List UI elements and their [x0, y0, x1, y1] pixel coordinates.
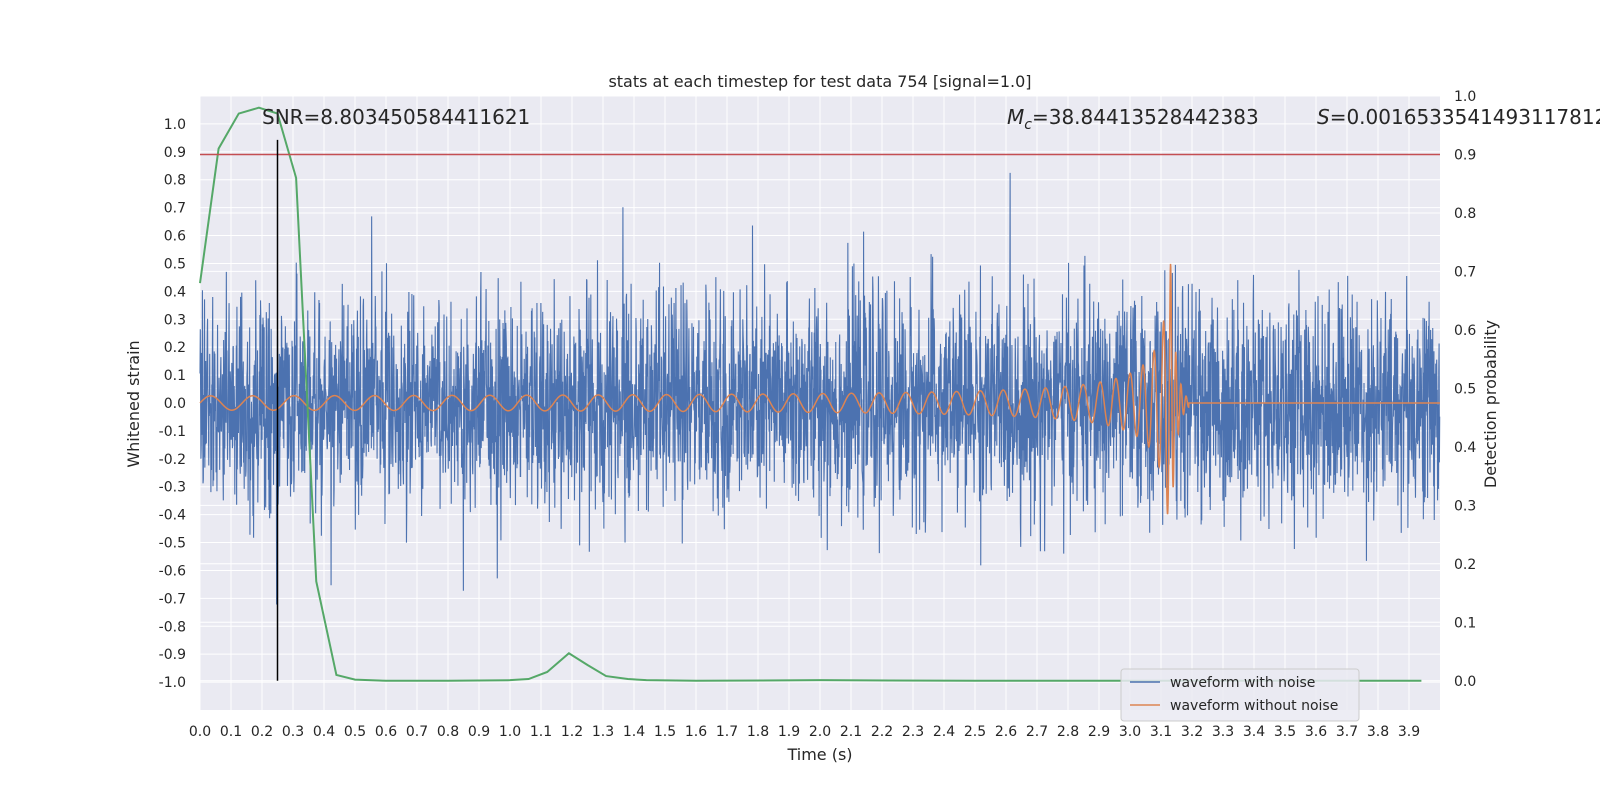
- y2-axis-ticks: 1.0 0.9 0.8 0.7 0.6 0.5 0.4 0.3 0.2 0.1 0.0: [1454, 89, 1476, 690]
- x-tick-label: 2.7: [1026, 724, 1048, 740]
- series-detection-probability: [199, 106, 1422, 682]
- x-tick-label: 2.0: [809, 724, 831, 740]
- y2-tick-label: 0.6: [1454, 323, 1476, 339]
- x-tick-label: 3.5: [1274, 724, 1296, 740]
- noise-trace: [199, 172, 1441, 605]
- series-waveform-with-noise: [199, 172, 1441, 605]
- legend-label-noise: waveform with noise: [1170, 675, 1315, 691]
- y-tick-label: -0.2: [159, 452, 186, 468]
- y-tick-label: 0.5: [164, 256, 186, 272]
- y2-tick-label: 0.3: [1454, 498, 1476, 514]
- y-tick-label: 0.4: [164, 284, 186, 300]
- chirp-mass-value: =38.84413528442383: [1032, 105, 1259, 129]
- x-axis-label: Time (s): [786, 745, 852, 764]
- chart-title: stats at each timestep for test data 754…: [608, 72, 1031, 91]
- x-axis-ticks: 0.0 0.1 0.2 0.3 0.4 0.5 0.6 0.7 0.8 0.9 1.0 1.1 1.2 1…: [189, 724, 1420, 740]
- y-tick-label: 0.6: [164, 229, 186, 245]
- y2-tick-label: 0.0: [1454, 674, 1476, 690]
- x-tick-label: 3.1: [1150, 724, 1172, 740]
- x-tick-label: 0.3: [282, 724, 304, 740]
- y2-tick-label: 0.1: [1454, 615, 1476, 631]
- y-tick-label: -1.0: [159, 675, 186, 691]
- y-tick-label: 0.9: [164, 145, 186, 161]
- legend-box: [1120, 668, 1360, 722]
- y2-tick-label: 0.5: [1454, 381, 1476, 397]
- y-tick-label: -0.6: [159, 563, 186, 579]
- y-tick-label: -0.3: [159, 480, 186, 496]
- x-tick-label: 2.6: [995, 724, 1017, 740]
- y2-tick-label: 0.2: [1454, 557, 1476, 573]
- s-annotation: S=0.0016533541493117812: [1317, 105, 1600, 129]
- x-tick-label: 1.5: [654, 724, 676, 740]
- x-tick-label: 2.8: [1057, 724, 1079, 740]
- x-tick-label: 3.2: [1181, 724, 1203, 740]
- x-tick-label: 0.5: [344, 724, 366, 740]
- x-tick-label: 0.1: [220, 724, 242, 740]
- x-tick-label: 3.9: [1398, 724, 1420, 740]
- y-tick-label: -0.1: [159, 424, 186, 440]
- probability-trace: [199, 106, 1422, 682]
- x-tick-label: 1.3: [592, 724, 614, 740]
- x-tick-label: 1.6: [685, 724, 707, 740]
- y-tick-label: -0.9: [159, 647, 186, 663]
- x-tick-label: 0.0: [189, 724, 211, 740]
- x-tick-label: 1.0: [499, 724, 521, 740]
- x-tick-label: 1.8: [747, 724, 769, 740]
- x-tick-label: 3.0: [1119, 724, 1141, 740]
- y-tick-label: 0.7: [164, 201, 186, 217]
- y-tick-label: 0.8: [164, 173, 186, 189]
- x-tick-label: 1.9: [778, 724, 800, 740]
- y2-tick-label: 0.4: [1454, 440, 1476, 456]
- x-tick-label: 0.8: [437, 724, 459, 740]
- snr-annotation: SNR=8.803450584411621: [262, 105, 530, 129]
- legend: waveform with noise waveform without noi…: [1120, 668, 1360, 722]
- chirp-trace: [199, 263, 1440, 515]
- x-tick-label: 3.8: [1367, 724, 1389, 740]
- x-tick-label: 3.6: [1305, 724, 1327, 740]
- y2-tick-label: 1.0: [1454, 89, 1476, 105]
- x-tick-label: 2.4: [933, 724, 955, 740]
- x-tick-label: 3.3: [1212, 724, 1234, 740]
- s-symbol: S: [1317, 105, 1330, 129]
- y2-tick-label: 0.9: [1454, 147, 1476, 163]
- y-tick-label: -0.7: [159, 591, 186, 607]
- y2-axis-label: Detection probability: [1481, 320, 1500, 488]
- chirp-mass-annotation: Mc=38.84413528442383: [1007, 105, 1259, 133]
- y-tick-label: 0.3: [164, 312, 186, 328]
- y-axis-label: Whitened strain: [124, 340, 143, 467]
- x-tick-label: 1.2: [561, 724, 583, 740]
- reference-lines: [200, 139, 1440, 681]
- x-tick-label: 1.1: [530, 724, 552, 740]
- y-tick-label: -0.4: [159, 508, 186, 524]
- x-tick-label: 3.7: [1336, 724, 1358, 740]
- y2-tick-label: 0.8: [1454, 206, 1476, 222]
- x-tick-label: 0.7: [406, 724, 428, 740]
- chirp-mass-symbol: M: [1007, 105, 1024, 129]
- x-tick-label: 0.6: [375, 724, 397, 740]
- x-tick-label: 1.4: [623, 724, 645, 740]
- x-tick-label: 3.4: [1243, 724, 1265, 740]
- x-tick-label: 2.2: [871, 724, 893, 740]
- x-tick-label: 2.5: [964, 724, 986, 740]
- x-tick-label: 1.7: [716, 724, 738, 740]
- x-tick-label: 2.9: [1088, 724, 1110, 740]
- x-tick-label: 2.1: [840, 724, 862, 740]
- y-tick-label: -0.8: [159, 619, 186, 635]
- y-tick-label: 1.0: [164, 117, 186, 133]
- y-tick-label: 0.2: [164, 340, 186, 356]
- s-value: =0.0016533541493117812: [1330, 105, 1600, 129]
- legend-label-clean: waveform without noise: [1170, 698, 1338, 714]
- chirp-mass-subscript: c: [1024, 117, 1032, 133]
- y-tick-label: 0.0: [164, 396, 186, 412]
- y-tick-label: -0.5: [159, 536, 186, 552]
- x-tick-label: 2.3: [902, 724, 924, 740]
- y2-tick-label: 0.7: [1454, 264, 1476, 280]
- x-tick-label: 0.9: [468, 724, 490, 740]
- series-waveform-without-noise: [199, 263, 1440, 515]
- y-axis-ticks: 1.0 0.9 0.8 0.7 0.6 0.5 0.4 0.3 0.2 0.1 0.0 -0.1 -0.…: [159, 117, 186, 691]
- x-tick-label: 0.2: [251, 724, 273, 740]
- y-tick-label: 0.1: [164, 368, 186, 384]
- x-tick-label: 0.4: [313, 724, 335, 740]
